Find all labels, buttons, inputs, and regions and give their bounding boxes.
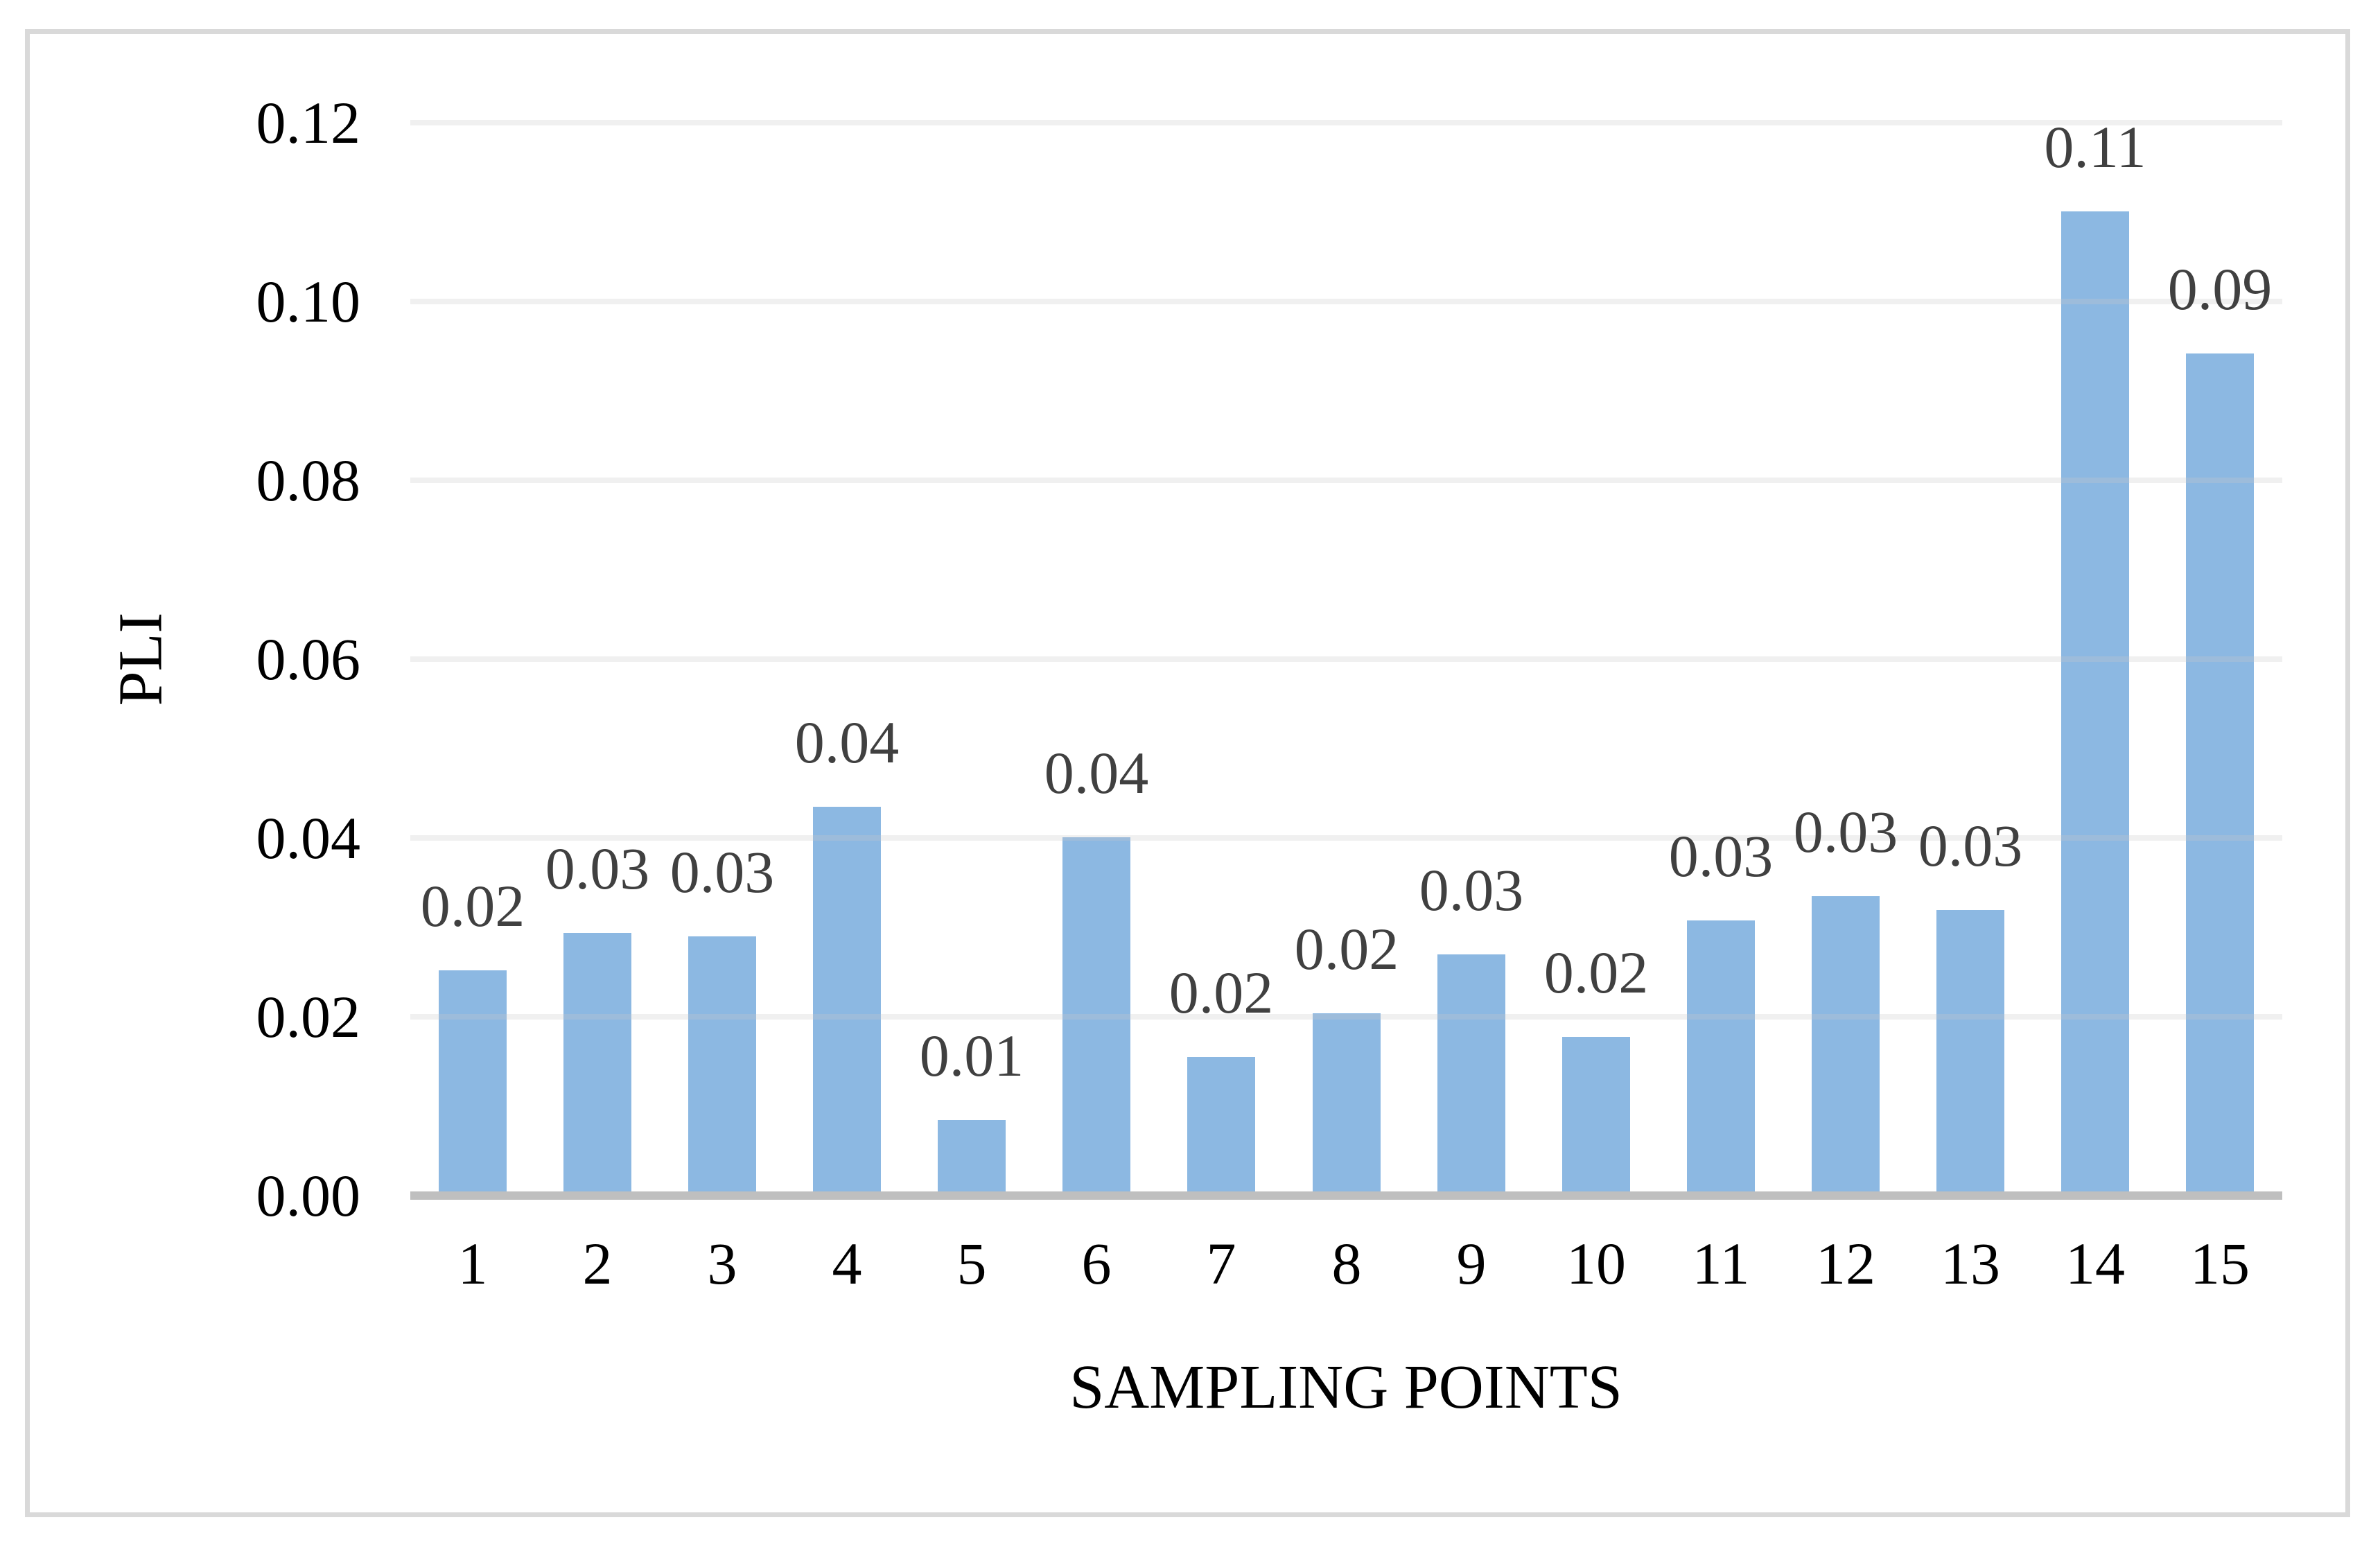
bar-value-label: 0.04 [794,709,900,776]
bar-8 [1313,1013,1381,1191]
x-axis-line [410,1191,2282,1200]
x-tick-label: 1 [457,1230,488,1297]
x-tick-label: 15 [2190,1230,2250,1297]
x-tick-label: 9 [1456,1230,1487,1297]
bar-14 [2061,211,2129,1191]
gridline-0.06 [410,656,2282,662]
x-tick-label: 6 [1081,1230,1112,1297]
x-tick-label: 2 [582,1230,613,1297]
bar-value-label: 0.02 [1543,939,1649,1006]
x-tick-label: 5 [956,1230,987,1297]
bar-value-label: 0.09 [2167,256,2273,322]
bar-3 [688,936,756,1191]
bar-value-label: 0.03 [1793,798,1898,865]
y-tick-label: 0.06 [256,626,361,692]
bar-value-label: 0.03 [1668,823,1774,889]
bar-6 [1062,837,1130,1191]
bar-1 [439,970,507,1191]
y-tick-label: 0.12 [256,89,361,156]
x-tick-label: 4 [832,1230,862,1297]
y-tick-label: 0.02 [256,984,361,1050]
y-tick-label: 0.04 [256,805,361,871]
x-tick-label: 3 [707,1230,737,1297]
gridline-0.04 [410,835,2282,841]
bar-11 [1687,920,1755,1191]
bar-value-label: 0.02 [1169,959,1274,1026]
bar-value-label: 0.11 [2044,114,2146,180]
x-tick-label: 10 [1566,1230,1626,1297]
bar-15 [2186,353,2254,1191]
x-tick-label: 7 [1206,1230,1236,1297]
bar-13 [1936,910,2004,1191]
bar-10 [1562,1037,1630,1191]
gridline-0.08 [410,478,2282,483]
gridline-0.02 [410,1014,2282,1020]
x-tick-label: 13 [1941,1230,2000,1297]
gridline-0.12 [410,120,2282,125]
x-tick-label: 11 [1692,1230,1750,1297]
y-tick-label: 0.00 [256,1162,361,1229]
bar-value-label: 0.02 [420,873,525,939]
bar-value-label: 0.02 [1294,916,1399,982]
gridline-0.10 [410,299,2282,304]
chart-border-frame [25,29,2350,1517]
y-tick-label: 0.08 [256,447,361,514]
bar-4 [813,807,881,1191]
x-tick-label: 14 [2065,1230,2125,1297]
bar-7 [1187,1057,1255,1191]
bar-2 [563,933,631,1191]
bar-value-label: 0.03 [1419,857,1524,923]
y-tick-label: 0.10 [256,268,361,335]
bar-value-label: 0.01 [919,1022,1024,1089]
bar-9 [1437,954,1505,1191]
x-tick-label: 12 [1816,1230,1875,1297]
x-tick-label: 8 [1331,1230,1362,1297]
bar-value-label: 0.03 [670,839,775,905]
bar-12 [1812,896,1880,1191]
x-axis-title: SAMPLING POINTS [1069,1353,1622,1422]
bar-value-label: 0.03 [545,835,650,902]
bar-5 [938,1120,1006,1191]
bar-value-label: 0.04 [1044,740,1149,806]
bar-value-label: 0.03 [1918,812,2023,879]
